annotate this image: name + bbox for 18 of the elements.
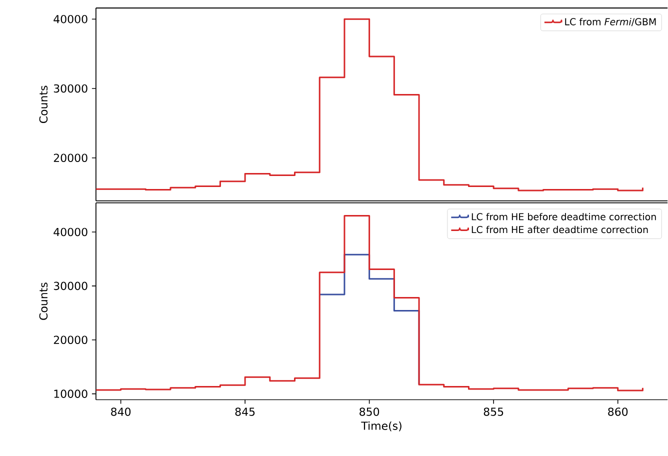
- y-tick-label: 20000: [54, 154, 88, 162]
- y-tick-label: 10000: [54, 390, 88, 398]
- y-tick-label: 40000: [54, 228, 88, 236]
- y-axis-title: Counts: [39, 282, 48, 320]
- x-tick-label: 850: [360, 408, 380, 416]
- x-axis-title: Time(s): [361, 422, 402, 432]
- y-tick-label: 30000: [54, 84, 88, 93]
- x-tick-label: 845: [235, 408, 255, 416]
- legend-label: LC from Fermi/GBM: [565, 18, 656, 26]
- y-axis-title: Counts: [39, 86, 48, 124]
- y-tick-label: 20000: [54, 336, 88, 344]
- y-tick-label: 30000: [54, 282, 88, 290]
- x-tick-label: 855: [484, 408, 504, 416]
- legend-label: LC from HE before deadtime correction: [472, 213, 656, 220]
- x-tick-label: 840: [111, 408, 131, 416]
- y-tick-label: 40000: [54, 15, 88, 24]
- legend-label: LC from HE after deadtime correction: [472, 226, 648, 234]
- x-tick-label: 860: [608, 408, 628, 416]
